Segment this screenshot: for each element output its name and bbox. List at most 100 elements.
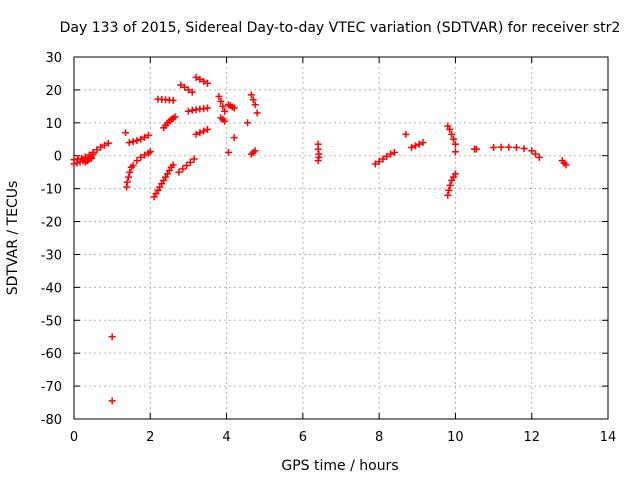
x-tick-label: 0 <box>70 430 78 445</box>
x-tick-label: 10 <box>447 430 464 445</box>
data-point <box>186 158 194 166</box>
data-point <box>451 148 459 156</box>
data-point <box>535 153 543 161</box>
data-point <box>169 161 177 169</box>
data-point <box>200 127 208 135</box>
data-point <box>444 191 452 199</box>
data-point <box>123 183 131 191</box>
series-arc-06 <box>121 129 129 137</box>
x-tick-label: 6 <box>299 430 307 445</box>
data-point <box>253 109 261 117</box>
data-point <box>314 145 322 153</box>
data-point <box>181 83 189 91</box>
x-tick-label: 12 <box>523 430 540 445</box>
series-arc-32 <box>490 143 543 161</box>
data-point <box>383 152 391 160</box>
data-point <box>445 186 453 194</box>
data-point <box>175 168 183 176</box>
y-tick-label: -60 <box>41 347 62 362</box>
data-point <box>448 130 456 138</box>
series-arc-23 <box>247 147 259 158</box>
data-point <box>217 97 225 105</box>
data-point <box>520 144 528 152</box>
data-point <box>200 77 208 85</box>
data-point <box>379 155 387 163</box>
data-point <box>108 397 116 405</box>
data-point <box>230 104 238 112</box>
data-point <box>375 158 383 166</box>
data-point <box>169 96 177 104</box>
data-point <box>123 178 131 186</box>
data-point <box>196 129 204 137</box>
data-point <box>528 147 536 155</box>
series-arc-08 <box>129 148 154 170</box>
data-point <box>446 125 454 133</box>
data-point <box>451 140 459 148</box>
data-point <box>251 147 259 155</box>
data-point <box>121 129 129 137</box>
series-arc-28 <box>444 122 459 148</box>
y-tick-label: -80 <box>41 413 62 428</box>
series-arc-21 <box>244 119 252 127</box>
data-point <box>497 143 505 151</box>
data-point <box>179 165 187 173</box>
axes-layer: 0 2 4 6 8 10 12 14 -80 -70 -60 -50 -40 -30 -20 -10 0 10 20… <box>41 51 617 445</box>
series-arc-20 <box>224 134 238 156</box>
data-point <box>190 155 198 163</box>
data-point <box>144 131 152 139</box>
data-point <box>562 161 570 169</box>
data-point <box>446 181 454 189</box>
series-arc-18 <box>217 114 229 125</box>
series-arc-33 <box>558 157 570 169</box>
series-arc-09 <box>150 161 177 201</box>
data-point <box>450 135 458 143</box>
series-arc-15 <box>192 73 211 87</box>
data-point <box>184 86 192 94</box>
data-point <box>249 96 257 104</box>
data-point <box>204 125 211 133</box>
data-point <box>315 153 323 161</box>
series-arc-11 <box>160 113 179 132</box>
data-point <box>108 333 116 341</box>
data-point <box>78 154 86 162</box>
y-tick-label: -40 <box>41 281 62 296</box>
data-point <box>93 146 101 154</box>
series-arc-26 <box>402 130 410 138</box>
data-point <box>247 91 255 99</box>
series-arc-25 <box>371 148 398 168</box>
x-tick-label: 8 <box>375 430 383 445</box>
data-point <box>188 88 196 96</box>
data-point <box>415 140 423 148</box>
series-arc-22 <box>247 91 261 117</box>
data-point <box>472 145 480 153</box>
data-point <box>411 142 419 150</box>
data-point <box>215 92 223 100</box>
data-point <box>141 151 149 159</box>
data-point <box>390 148 398 156</box>
grid-layer <box>74 57 608 419</box>
data-point <box>490 144 498 151</box>
x-tick-label: 2 <box>146 430 154 445</box>
data-point <box>219 102 227 110</box>
data-point <box>141 133 149 141</box>
series-arc-30 <box>451 148 459 156</box>
data-point <box>505 143 513 151</box>
data-point <box>419 139 427 147</box>
data-point <box>104 139 112 147</box>
data-point <box>125 173 133 181</box>
series-arc-04 <box>108 333 116 405</box>
y-tick-label: 0 <box>54 150 62 165</box>
series-arc-13 <box>177 81 196 96</box>
series-arc-17 <box>215 92 229 115</box>
x-tick-label: 4 <box>222 430 230 445</box>
data-point <box>371 160 379 168</box>
data-point <box>125 139 133 147</box>
data-point <box>184 107 192 115</box>
chart-title: Day 133 of 2015, Sidereal Day-to-day VTE… <box>60 20 621 36</box>
series-arc-10 <box>154 95 177 104</box>
data-point <box>451 170 459 178</box>
data-point <box>314 157 322 165</box>
data-point <box>129 162 137 170</box>
data-point <box>230 134 238 142</box>
